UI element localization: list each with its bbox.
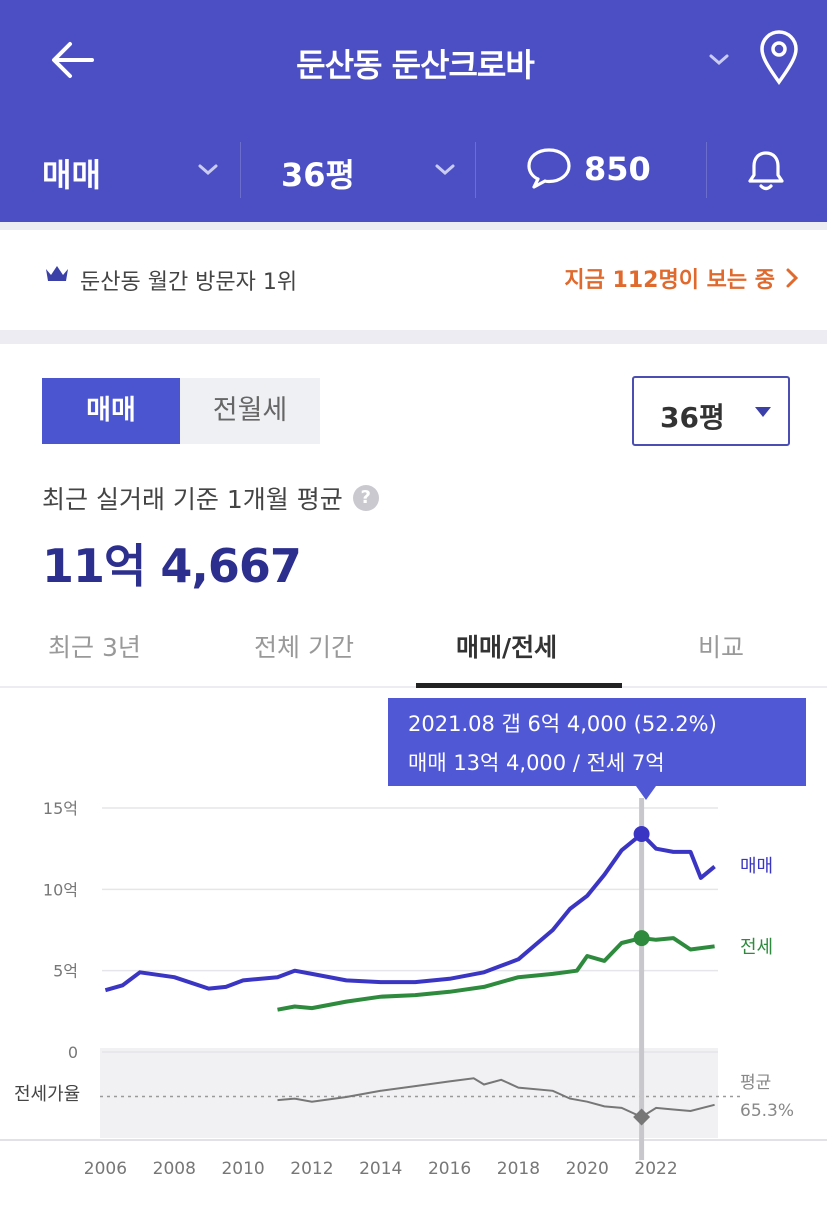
x-tick-label: 2022 [634,1159,677,1179]
ratio-axis-label: 전세가율 [14,1084,80,1105]
x-tick-label: 2018 [497,1159,540,1179]
app-header: 둔산동 둔산크로바 매매 36평 [0,0,827,222]
x-tick-label: 2012 [290,1159,333,1179]
chart-tooltip: 2021.08 갭 6억 4,000 (52.2%) 매매 13억 4,000 … [388,698,806,800]
back-button[interactable] [48,38,98,82]
y-tick-label: 15억 [43,799,78,818]
divider [475,142,476,198]
sale-highlight-point [633,826,650,843]
tooltip-line2: 매매 13억 4,000 / 전세 7억 [408,751,665,775]
chevron-right-icon [786,268,799,288]
comment-bubble-icon [527,148,571,189]
divider [706,142,707,198]
ratio-highlight-point [633,1108,651,1126]
sale-series-line [104,832,716,993]
size-dropdown[interactable]: 36평 [241,120,475,220]
chevron-down-icon [198,164,218,175]
ratio-average-label: 평균 [740,1073,771,1093]
caret-down-icon [755,407,771,417]
jeonse-highlight-point [633,930,650,947]
visitor-rank-text: 둔산동 월간 방문자 1위 [80,270,298,295]
x-tick-label: 2020 [566,1159,609,1179]
tab-sale-jeonse[interactable]: 매매/전세 [456,633,558,662]
chevron-down-icon [709,54,729,65]
deal-type-label: 매매 [42,156,101,194]
ratio-average-value: 65.3% [740,1101,794,1121]
y-axis-ticks: 15억 10억 5억 0 [43,799,78,1062]
y-tick-label: 0 [68,1043,78,1062]
active-tab-indicator [416,683,622,688]
sale-series-label: 매매 [740,856,773,877]
visitor-rank-bar: 둔산동 월간 방문자 1위 지금 112명이 보는 중 [0,230,827,330]
live-viewers-text: 지금 112명이 보는 중 [564,268,775,293]
x-tick-label: 2006 [84,1159,127,1179]
x-tick-label: 2016 [428,1159,471,1179]
x-tick-label: 2014 [359,1159,402,1179]
crown-icon [46,266,68,281]
section-separator [0,330,827,344]
deal-toggle: 매매 전월세 [42,378,320,444]
size-select-value: 36평 [660,401,725,434]
x-tick-label: 2010 [221,1159,264,1179]
back-arrow-icon [52,42,94,78]
tooltip-pointer [636,786,656,800]
header-title-row: 둔산동 둔산크로바 [0,0,827,120]
location-pin-icon [760,30,798,85]
notification-button[interactable] [707,120,827,220]
chart-grid [102,807,718,1053]
tab-compare[interactable]: 비교 [698,633,745,662]
period-tabs: 최근 3년 전체 기간 매매/전세 비교 [0,608,827,688]
bell-icon [748,151,784,191]
divider [240,142,241,198]
jeonse-series-line [277,936,715,1012]
ratio-band [100,1048,718,1138]
x-tick-label: 2008 [153,1159,196,1179]
average-price: 11억 4,667 [42,539,302,593]
price-caption: 최근 실거래 기준 1개월 평균 ? [42,480,379,516]
header-filter-row: 매매 36평 850 [0,120,827,220]
tab-all-period[interactable]: 전체 기간 [254,633,354,662]
page-title[interactable]: 둔산동 둔산크로바 [296,46,535,84]
comments-button[interactable]: 850 [476,120,706,220]
ratio-series-line [277,1077,715,1119]
size-select[interactable]: 36평 [632,376,790,446]
chevron-down-icon [435,164,455,175]
jeonse-series-label: 전세 [740,937,773,958]
tooltip-box [388,698,806,786]
comment-count: 850 [584,150,651,188]
size-label: 36평 [281,156,355,194]
deal-type-dropdown[interactable]: 매매 [0,120,240,220]
location-button[interactable] [758,30,800,86]
y-tick-label: 10억 [43,880,78,899]
x-axis-ticks: 2006 2008 2010 2012 2014 2016 2018 2020 2022 [0,1139,827,1179]
tooltip-line1: 2021.08 갭 6억 4,000 (52.2%) [408,712,717,736]
section-separator [0,222,827,230]
toggle-rent[interactable]: 전월세 [212,395,288,426]
live-viewers-link[interactable]: 지금 112명이 보는 중 [564,262,799,294]
y-tick-label: 5억 [53,962,78,981]
price-caption-text: 최근 실거래 기준 1개월 평균 [42,485,343,514]
toggle-sale[interactable]: 매매 [42,378,180,444]
tab-recent-3y[interactable]: 최근 3년 [48,633,141,662]
help-icon[interactable]: ? [352,485,379,511]
title-dropdown-button[interactable] [706,48,732,70]
